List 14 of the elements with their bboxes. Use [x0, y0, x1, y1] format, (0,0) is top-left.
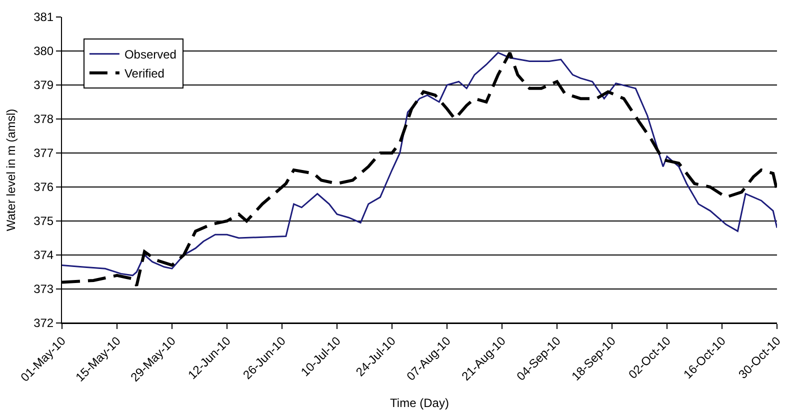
- legend-label: Observed: [124, 48, 176, 62]
- y-tick-label: 375: [34, 214, 54, 228]
- y-axis-title: Water level in m (amsl): [4, 108, 18, 232]
- y-tick-label: 379: [34, 78, 54, 92]
- y-tick-label: 374: [34, 248, 54, 262]
- y-tick-label: 380: [34, 44, 54, 58]
- legend-label: Verified: [124, 66, 164, 81]
- y-tick-label: 373: [34, 282, 54, 296]
- y-tick-label: 377: [34, 146, 54, 160]
- y-tick-label: 372: [34, 316, 54, 330]
- y-tick-label: 381: [34, 10, 54, 24]
- y-tick-label: 376: [34, 180, 54, 194]
- x-axis-title: Time (Day): [390, 396, 449, 410]
- y-tick-label: 378: [34, 112, 54, 126]
